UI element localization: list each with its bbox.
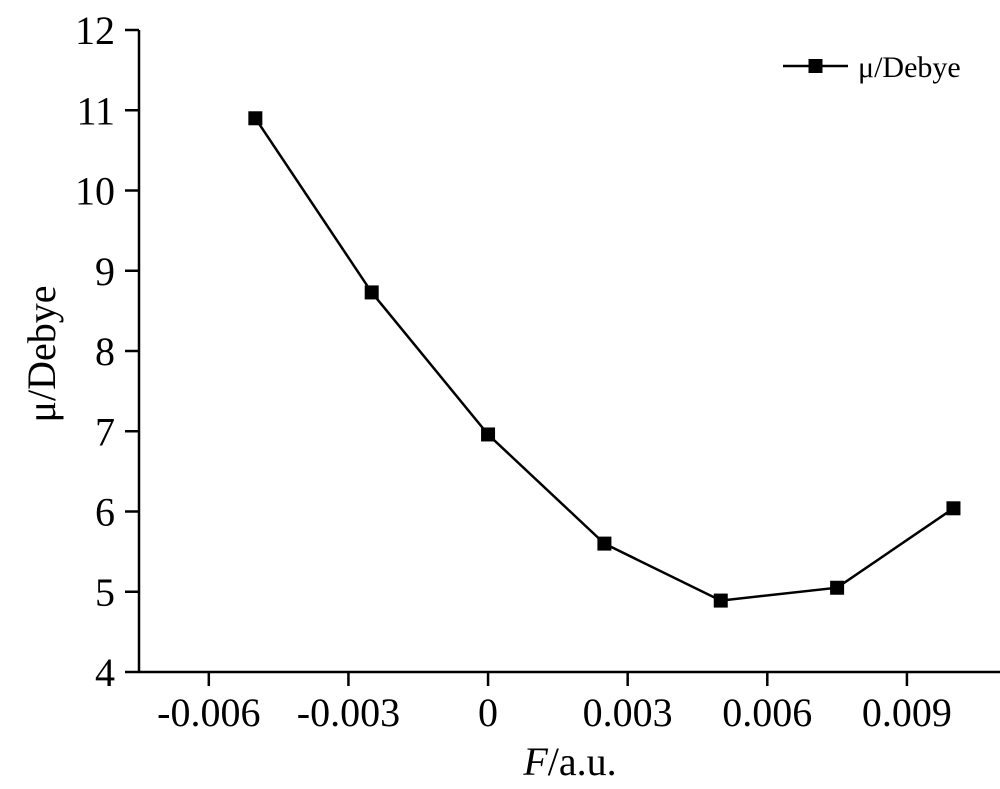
x-ticks: -0.006 -0.003 0 0.003 0.006 0.009 bbox=[157, 672, 952, 735]
axes: 4 5 6 7 8 9 10 11 12 -0.006 -0.003 0 0.003 0.006 0.00… bbox=[75, 8, 1000, 735]
y-tick-label: 8 bbox=[95, 329, 115, 374]
data-point-marker bbox=[481, 427, 496, 442]
y-tick-label: 5 bbox=[95, 570, 115, 615]
data-point-marker bbox=[364, 285, 379, 300]
data-point-marker bbox=[597, 536, 612, 551]
x-axis-title-variable: F bbox=[522, 739, 548, 784]
x-axis-title-unit: /a.u. bbox=[548, 739, 617, 784]
data-point-marker bbox=[830, 580, 845, 595]
legend-marker bbox=[808, 59, 823, 73]
data-point-marker bbox=[713, 593, 728, 608]
data-point-marker bbox=[248, 111, 263, 126]
series-line bbox=[254, 117, 955, 602]
y-tick-label: 11 bbox=[76, 88, 115, 133]
x-tick-label: 0.009 bbox=[862, 690, 952, 735]
y-tick-label: 7 bbox=[95, 409, 115, 454]
y-ticks: 4 5 6 7 8 9 10 11 12 bbox=[75, 8, 139, 695]
x-tick-label: 0.003 bbox=[583, 690, 673, 735]
y-tick-label: 9 bbox=[95, 249, 115, 294]
y-tick-label: 6 bbox=[95, 490, 115, 535]
y-tick-label: 10 bbox=[75, 169, 115, 214]
y-tick-label: 4 bbox=[95, 650, 115, 695]
x-tick-label: -0.006 bbox=[157, 690, 260, 735]
x-tick-label: 0.006 bbox=[722, 690, 812, 735]
x-tick-label: 0 bbox=[478, 690, 498, 735]
y-tick-label: 12 bbox=[75, 8, 115, 53]
legend: μ/Debye bbox=[783, 51, 961, 84]
legend-label: μ/Debye bbox=[858, 51, 961, 84]
data-point-marker bbox=[946, 501, 961, 516]
x-tick-label: -0.003 bbox=[297, 690, 400, 735]
plot-area bbox=[248, 111, 961, 608]
y-axis-title: μ/Debye bbox=[19, 286, 64, 423]
x-axis-title: F/a.u. bbox=[522, 739, 616, 784]
